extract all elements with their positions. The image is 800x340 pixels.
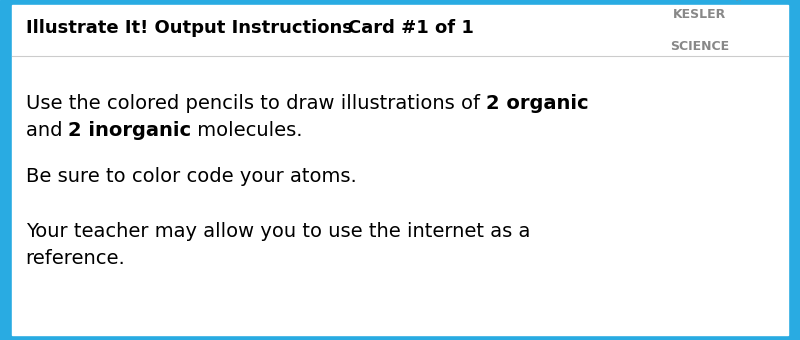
Text: Your teacher may allow you to use the internet as a: Your teacher may allow you to use the in… xyxy=(26,222,530,241)
Text: SCIENCE: SCIENCE xyxy=(670,40,730,53)
Text: Illustrate It! Output Instructions: Illustrate It! Output Instructions xyxy=(26,19,353,37)
Text: Be sure to color code your atoms.: Be sure to color code your atoms. xyxy=(26,167,356,186)
Bar xyxy=(788,5,800,335)
Text: TM: TM xyxy=(734,0,741,2)
Text: 2 inorganic: 2 inorganic xyxy=(68,121,191,140)
Text: and: and xyxy=(26,121,68,140)
Bar xyxy=(0,335,800,340)
Text: reference.: reference. xyxy=(26,249,126,268)
Bar xyxy=(0,0,800,5)
Text: KESLER: KESLER xyxy=(674,8,726,21)
Text: Card #1 of 1: Card #1 of 1 xyxy=(348,19,474,37)
Text: 2 organic: 2 organic xyxy=(486,94,589,113)
Bar xyxy=(0,5,12,335)
Text: molecules.: molecules. xyxy=(191,121,303,140)
Text: Use the colored pencils to draw illustrations of: Use the colored pencils to draw illustra… xyxy=(26,94,486,113)
